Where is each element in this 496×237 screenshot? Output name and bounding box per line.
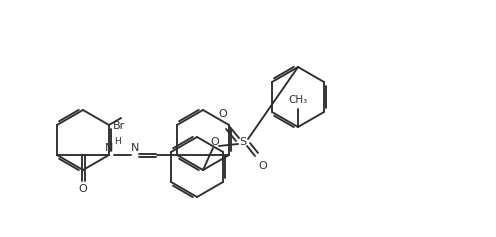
Text: O: O (79, 184, 87, 194)
Text: N: N (105, 143, 113, 153)
Text: N: N (131, 143, 139, 153)
Text: O: O (219, 109, 227, 119)
Text: H: H (114, 137, 121, 146)
Text: O: O (258, 161, 267, 171)
Text: CH₃: CH₃ (288, 95, 308, 105)
Text: Br: Br (113, 121, 125, 131)
Text: S: S (240, 137, 247, 147)
Text: O: O (211, 137, 219, 147)
